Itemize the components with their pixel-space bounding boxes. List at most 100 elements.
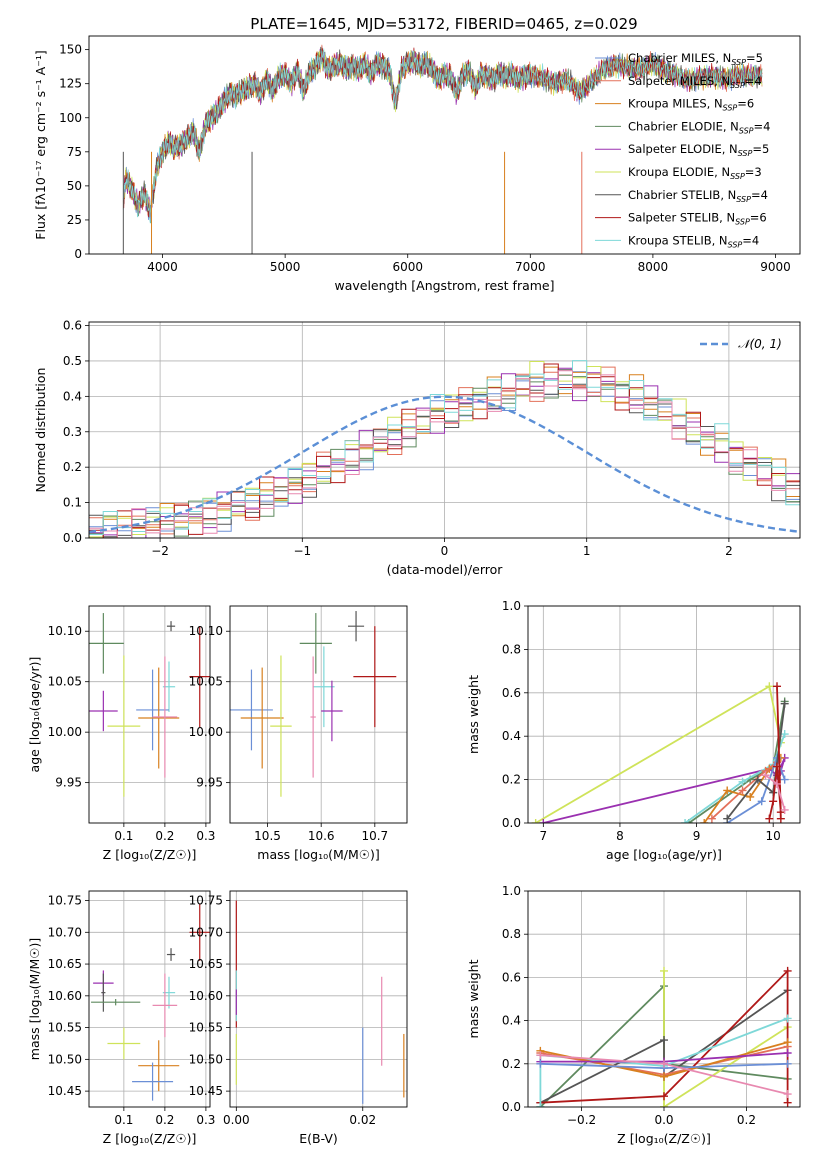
age-vs-metallicity-panel: 0.1 0.2 0.3 9.95 10.00 10.05 10.10 Z [log₁₀(Z/Z… [27,605,215,862]
y-tick-label: 10.05 [189,675,223,689]
y-tick-label: 10.65 [48,957,82,971]
legend-entry: Chabrier MILES, NSSP=5 [628,51,763,67]
y-tick-label: 10.75 [189,894,223,908]
legend-entry: Salpeter STELIB, NSSP=6 [628,211,767,227]
x-tick-label: 0.1 [114,829,133,843]
weight-point-marker [780,699,789,708]
y-tick-label: 0.6 [63,319,82,333]
weight-series-line [726,755,786,823]
x-tick-label: 0.2 [737,1113,756,1127]
weight-point-marker [660,966,668,975]
spectrum-series-line [122,48,763,224]
legend-value: =4 [745,74,762,88]
weight-point-marker [765,682,774,691]
legend-subscript: SSP [739,126,754,135]
y-tick-label: 10.05 [48,675,82,689]
legend-label: Salpeter STELIB, N [628,211,735,225]
weight-point-marker [738,786,747,795]
weight-point-marker [660,1072,668,1081]
weight-series-line [711,761,778,820]
legend-value: =5 [752,142,769,156]
weight-point-marker [780,730,789,739]
legend-subscript: SSP [738,149,753,158]
weight-point-marker [531,819,540,823]
y-tick-label: 150 [59,43,82,57]
legend-value: =4 [754,119,771,133]
y-axis-label: Flux [fλ10⁻¹⁷ erg cm⁻² s⁻¹ A⁻¹] [33,50,48,239]
y-tick-label: 0.4 [502,1014,521,1028]
legend-value: =6 [737,97,754,111]
y-tick-label: 0.2 [63,460,82,474]
y-tick-label: 0.4 [502,729,521,743]
y-tick-label: 0.6 [502,686,521,700]
y-tick-label: 10.70 [189,925,223,939]
x-tick-label: 6000 [392,260,423,274]
mass-vs-extinction-panel: 0.00 0.02 10.45 10.50 10.55 10.60 10.65 10.70 10… [189,890,408,1146]
spectrum-series-line [122,47,763,218]
y-tick-label: 10.55 [48,1021,82,1035]
x-tick-label: 2 [725,544,733,558]
y-tick-label: 0 [74,247,82,261]
x-axis-label: E(B-V) [299,1131,338,1146]
legend-value: =3 [745,165,762,179]
legend-value: =6 [750,211,767,225]
x-tick-label: 7000 [515,260,546,274]
y-tick-label: 10.10 [189,624,223,638]
legend-value: =5 [746,51,763,65]
weight-point-marker [707,814,716,823]
y-axis-label: mass weight [466,675,481,754]
y-tick-label: 25 [67,213,82,227]
x-tick-label: 0.3 [196,1113,215,1127]
x-tick-label: 10.7 [361,829,388,843]
y-tick-label: 50 [67,179,82,193]
y-tick-label: 10.00 [189,725,223,739]
x-tick-label: 10.5 [254,829,281,843]
x-tick-label: 0.02 [349,1113,376,1127]
legend-entry: Chabrier STELIB, NSSP=4 [628,188,768,204]
legend-subscript: SSP [735,218,750,227]
legend-label: Chabrier MILES, N [628,51,731,65]
y-tick-label: 10.75 [48,894,82,908]
y-tick-label: 0.4 [63,389,82,403]
legend-value: =4 [751,188,768,202]
y-tick-label: 0.0 [502,816,521,830]
weight-point-marker [783,1059,792,1068]
legend-subscript: SSP [736,195,751,204]
age-vs-mass-panel: 10.5 10.6 10.7 9.95 10.00 10.05 10.10 mass [log… [189,605,408,862]
axes-frame [88,890,211,1108]
y-tick-label: 0.6 [502,970,521,984]
x-tick-label: 0.1 [114,1113,133,1127]
legend-entry: Kroupa ELODIE, NSSP=3 [628,165,762,181]
weight-point-marker [660,1092,668,1101]
legend-label: Kroupa STELIB, N [628,233,728,247]
y-tick-label: 10.50 [189,1052,223,1066]
x-tick-label: −2 [151,544,169,558]
x-tick-label: −0.2 [567,1113,596,1127]
y-tick-label: 10.65 [189,957,223,971]
weight-point-marker [783,1098,792,1107]
axes-frame [527,605,801,824]
y-axis-label: mass [log₁₀(M/M☉)] [27,938,42,1060]
weight-point-marker [723,786,732,795]
y-tick-label: 0.2 [502,1057,521,1071]
histogram-series [89,366,800,538]
weight-point-marker [783,966,792,975]
weight-point-marker [700,819,709,823]
y-tick-label: 10.00 [48,725,82,739]
legend-subscript: SSP [723,104,738,113]
weight-point-marker [773,682,782,691]
weight-point-marker [776,814,785,823]
x-tick-label: 0.0 [654,1113,673,1127]
y-tick-label: 10.55 [189,1021,223,1035]
x-tick-label: 9 [693,829,701,843]
y-tick-label: 0.5 [63,354,82,368]
weight-point-marker [536,1103,545,1107]
legend-subscript: SSP [730,172,745,181]
axes-frame [229,890,408,1108]
legend-subscript: SSP [731,58,746,67]
legend-label: Chabrier ELODIE, N [628,119,739,133]
weight-point-marker [660,1036,668,1045]
legend-value: =4 [742,233,759,247]
y-axis-label: mass weight [466,959,481,1038]
axes-frame [229,605,408,824]
